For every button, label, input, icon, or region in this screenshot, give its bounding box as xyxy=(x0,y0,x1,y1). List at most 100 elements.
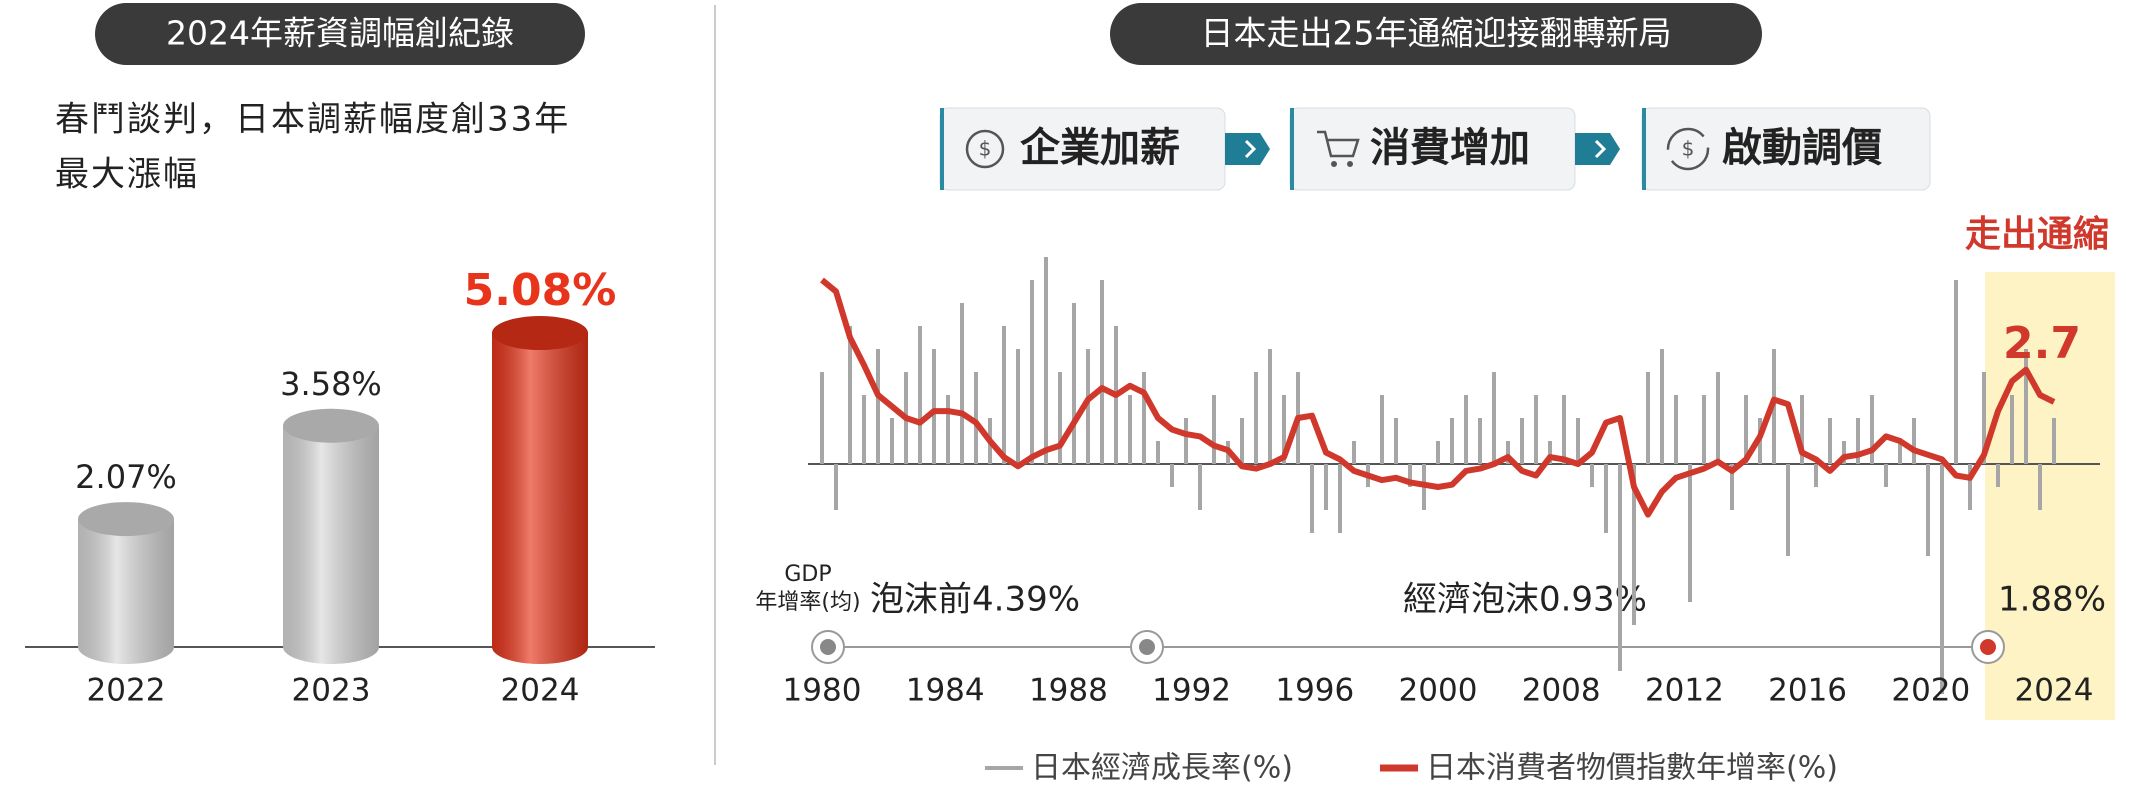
timeline-dot xyxy=(1971,630,2005,664)
left-title: 2024年薪資調幅創紀錄 xyxy=(166,14,514,53)
title-pill xyxy=(1110,3,1762,65)
gdp-bar xyxy=(1142,372,1146,464)
gdp-bar xyxy=(890,418,894,464)
gdp-bar xyxy=(1996,464,2000,487)
gdp-bar xyxy=(1324,464,1328,510)
gdp-bar xyxy=(1394,418,1398,464)
gdp-bar xyxy=(1464,395,1468,464)
gdp-bar xyxy=(834,464,838,510)
gdp-bar xyxy=(1058,372,1062,464)
x-tick-label: 2016 xyxy=(1768,673,1847,709)
step-label: 消費增加 xyxy=(1370,125,1530,171)
gdp-bar xyxy=(1562,395,1566,464)
gdp-bar xyxy=(1408,464,1412,487)
legend-label: 日本消費者物價指數年增率(%) xyxy=(1426,751,1838,786)
gdp-bar xyxy=(1632,464,1636,625)
gdp-bar xyxy=(1240,418,1244,464)
gdp-bar xyxy=(1884,464,1888,487)
x-tick-label: 2008 xyxy=(1522,673,1601,709)
highlight-band xyxy=(1985,272,2115,720)
gdp-bar xyxy=(848,326,852,464)
cylinder-top xyxy=(78,502,174,537)
cylinder-top-shade xyxy=(78,502,174,537)
gdp-bar xyxy=(1954,280,1958,464)
gdp-bar xyxy=(1800,395,1804,464)
cylinder-shade xyxy=(78,519,174,664)
gdp-bar xyxy=(1744,395,1748,464)
left-subtitle: 春鬥談判，日本調薪幅度創33年 xyxy=(55,100,570,140)
x-tick-label: 2024 xyxy=(2015,673,2094,709)
gdp-bar xyxy=(1030,280,1034,464)
gdp-bar xyxy=(1436,441,1440,464)
gdp-bar xyxy=(1618,464,1622,671)
gdp-bar xyxy=(1450,418,1454,464)
gdp-bar xyxy=(960,303,964,464)
value-label: 5.08% xyxy=(464,265,617,316)
gdp-bar xyxy=(1156,441,1160,464)
gdp-bar xyxy=(1310,464,1314,533)
svg-text:$: $ xyxy=(1682,137,1695,161)
gdp-bar xyxy=(1016,349,1020,464)
gdp-bar xyxy=(1282,395,1286,464)
gdp-bar xyxy=(1912,418,1916,464)
period-label: 泡沫前4.39% xyxy=(870,580,1080,620)
cylinder xyxy=(78,502,174,664)
gdp-bar xyxy=(1506,441,1510,464)
svg-text:$: $ xyxy=(979,137,992,161)
step: $ 啟動調價 xyxy=(1641,107,1931,191)
left-subtitle: 最大漲幅 xyxy=(55,155,199,195)
gdp-bar xyxy=(1926,464,1930,556)
x-tick-label: 2022 xyxy=(87,673,166,709)
gdp-bar xyxy=(1338,464,1342,533)
gdp-bar xyxy=(1702,395,1706,464)
x-tick-label: 2024 xyxy=(501,673,580,709)
x-tick-label: 1988 xyxy=(1029,673,1108,709)
gdp-bar xyxy=(918,326,922,464)
value-label: 3.58% xyxy=(280,365,382,403)
step-label: 啟動調價 xyxy=(1722,125,1882,171)
right-title: 日本走出25年通縮迎接翻轉新局 xyxy=(1201,14,1672,53)
period-label: 1.88% xyxy=(1998,580,2106,620)
gdp-bar xyxy=(1576,418,1580,464)
gdp-bar xyxy=(1086,349,1090,464)
period-label: 經濟泡沫0.93% xyxy=(1403,580,1647,620)
gdp-bar xyxy=(876,349,880,464)
gdp-bar xyxy=(1828,418,1832,464)
cylinder-shade xyxy=(283,425,379,664)
x-tick-label: 1992 xyxy=(1152,673,1231,709)
cylinder-top xyxy=(283,408,379,443)
gdp-bar xyxy=(1492,372,1496,464)
step: $ 企業加薪 xyxy=(939,107,1226,191)
gdp-bar xyxy=(1968,464,1972,510)
x-tick-label: 2020 xyxy=(1891,673,1970,709)
gdp-bar xyxy=(2010,395,2014,464)
x-tick-label: 2023 xyxy=(292,673,371,709)
gdp-bar xyxy=(1520,418,1524,464)
gdp-bar xyxy=(1842,441,1846,464)
gdp-bar xyxy=(1352,441,1356,464)
gdp-bar xyxy=(1254,372,1258,464)
annotation: 走出通縮 xyxy=(1965,214,2109,255)
cylinder-top-shade xyxy=(492,316,588,351)
cpi-line xyxy=(820,277,2056,518)
title-pill xyxy=(95,3,585,65)
gdp-bar xyxy=(820,372,824,464)
x-tick-label: 1980 xyxy=(783,673,862,709)
gdp-bar xyxy=(1268,349,1272,464)
cylinder-top xyxy=(492,316,588,351)
gdp-bar xyxy=(1940,464,1944,694)
x-tick-label: 2012 xyxy=(1645,673,1724,709)
gdp-bar xyxy=(1660,349,1664,464)
cylinder-shade xyxy=(492,333,588,664)
gdp-bar xyxy=(1212,395,1216,464)
step-arrow xyxy=(1225,133,1270,165)
gdp-bar xyxy=(1646,372,1650,464)
cylinder-top-shade xyxy=(283,408,379,443)
gdp-bar xyxy=(1730,464,1734,510)
gdp-bar xyxy=(1688,464,1692,602)
step: 消費增加 xyxy=(1289,107,1576,191)
gdp-bar xyxy=(1786,464,1790,556)
gdp-bar xyxy=(2052,418,2056,464)
gdp-bar xyxy=(1534,395,1538,464)
